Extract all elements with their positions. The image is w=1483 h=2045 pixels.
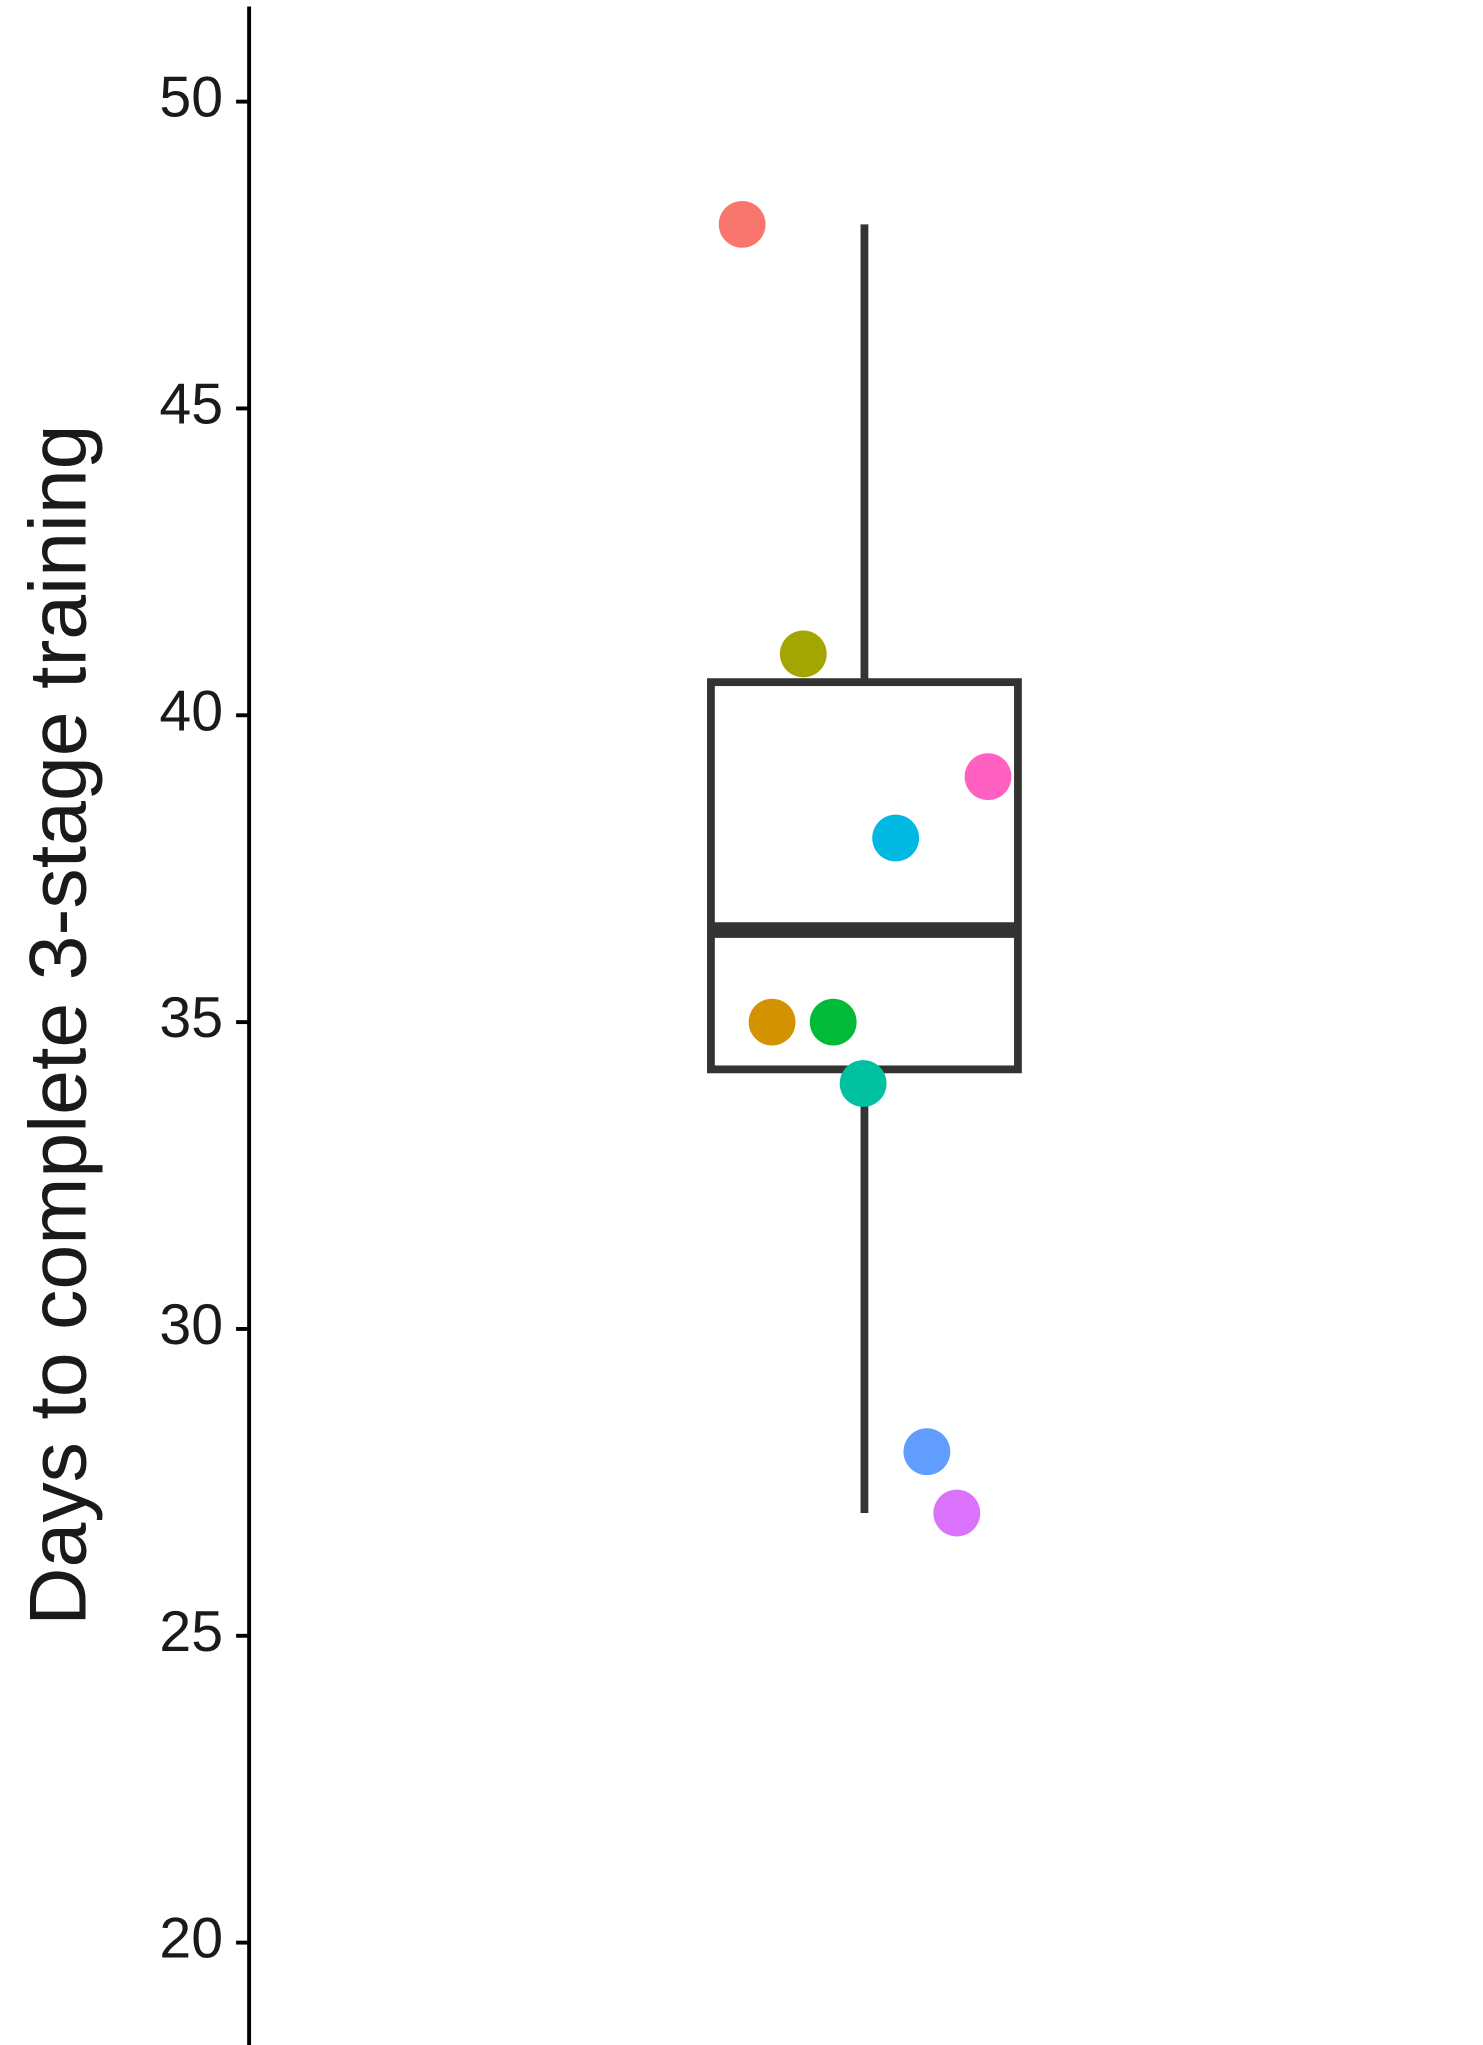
point [903, 1428, 951, 1476]
y-tick-label: 25 [159, 1600, 223, 1664]
point [779, 630, 827, 678]
point [964, 753, 1012, 801]
y-tick-label: 40 [159, 679, 223, 743]
y-tick-label: 30 [159, 1293, 223, 1357]
point [933, 1489, 981, 1537]
y-tick-label: 45 [159, 373, 223, 437]
point [748, 998, 796, 1046]
y-tick-label: 50 [159, 66, 223, 130]
point [718, 200, 766, 248]
point [809, 998, 857, 1046]
point [839, 1060, 887, 1107]
point [872, 814, 920, 862]
y-tick-label: 20 [159, 1907, 223, 1971]
y-tick-label: 35 [159, 986, 223, 1050]
y-axis-title: Days to complete 3-stage training [14, 424, 104, 1625]
